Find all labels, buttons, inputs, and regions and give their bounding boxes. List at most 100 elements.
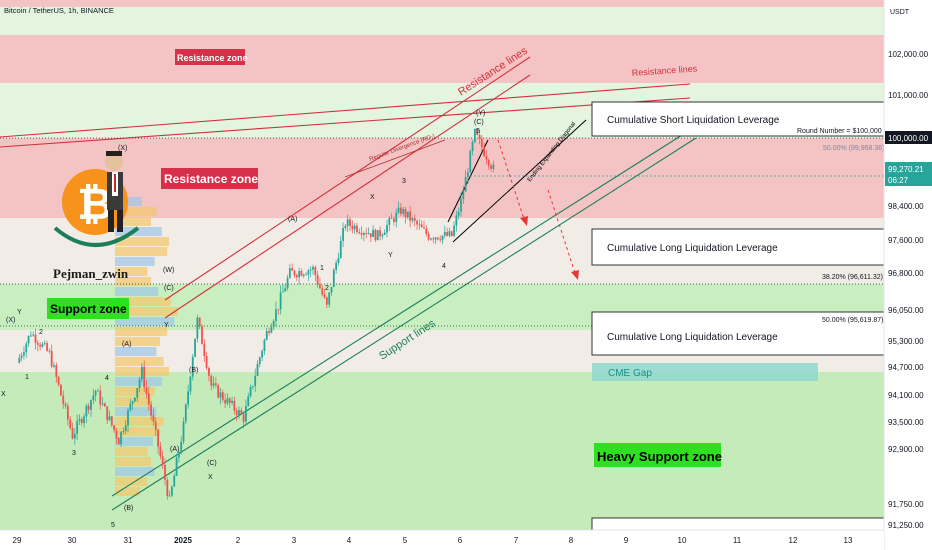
wave-label: 4: [442, 263, 446, 270]
volume-profile-bar: [115, 257, 155, 266]
candle-body: [418, 224, 421, 226]
candle-body: [191, 356, 194, 377]
fib-label-3: 50.00% (95,619.87): [822, 317, 884, 324]
candle-body: [284, 288, 287, 292]
candle-body: [224, 399, 227, 404]
candle-body: [127, 410, 129, 426]
candle-body: [87, 405, 90, 410]
candle-body: [180, 441, 183, 452]
cme-gap-label: CME Gap: [608, 368, 652, 379]
candle-body: [210, 375, 213, 386]
wave-labels: Y 2 4 1 X 3 5 (A) (B) (A) (B) (C) (C) X …: [1, 110, 485, 529]
volume-profile-bar: [115, 387, 155, 396]
candle-body: [254, 375, 257, 386]
candle-body: [328, 292, 331, 305]
candle-body: [425, 228, 428, 234]
candle-body: [124, 425, 127, 432]
candle-body: [150, 404, 153, 416]
candle-body: [18, 357, 21, 363]
candle-body: [73, 433, 76, 439]
candle-body: [390, 218, 393, 219]
candle-body: [469, 151, 472, 173]
price-axis-bg: [884, 0, 932, 550]
candle-body: [344, 225, 347, 228]
volume-profile-bar: [115, 457, 151, 466]
candle-body: [187, 391, 190, 405]
volume-profile-bar: [115, 197, 142, 206]
countdown-value: 06:27: [888, 176, 909, 185]
resistance-small-label-bg: [175, 49, 245, 65]
green-swoosh: [53, 226, 140, 247]
long-liquidation-label-1: Cumulative Long Liquidation Leverage: [607, 243, 778, 254]
candle-body: [34, 334, 37, 343]
candle-body: [85, 405, 88, 417]
wave-label: 5: [111, 522, 115, 529]
wave-label: 2: [39, 329, 43, 336]
wave-label: 3: [72, 450, 76, 457]
candle-body: [399, 207, 402, 214]
time-tick: 12: [789, 536, 798, 545]
candle-body: [39, 344, 42, 347]
candle-body: [277, 309, 280, 311]
wave-label: (A): [288, 216, 297, 223]
candle-body: [487, 159, 490, 166]
candle-body: [321, 288, 324, 295]
candle-body: [436, 237, 439, 240]
candle-body: [159, 446, 162, 457]
volume-profile-bar: [115, 267, 148, 276]
volume-profile-bar: [115, 347, 157, 356]
candle-body: [358, 232, 361, 233]
wave-label: 1: [25, 374, 29, 381]
candle-body: [201, 326, 203, 345]
volume-profile-bar: [115, 477, 148, 486]
candle-body: [219, 392, 222, 398]
candle-body: [182, 421, 185, 442]
candle-body: [430, 238, 432, 240]
candle-body: [108, 416, 111, 421]
candle-body: [134, 397, 136, 402]
wave-label: (C): [164, 285, 174, 292]
candle-body: [286, 277, 289, 289]
candle-body: [423, 227, 425, 229]
round-number-label: Round Number = $100,000: [797, 128, 882, 135]
candle-body: [122, 431, 125, 432]
candle-body: [258, 357, 261, 364]
candle-body: [360, 232, 363, 235]
candle-body: [233, 400, 236, 411]
price-tick: 93,500.00: [888, 418, 924, 427]
candle-body: [117, 438, 120, 445]
candle-body: [175, 457, 178, 476]
time-ticks: 29 30 31 2025 2 3 4 5 6 7 8 9 10 11 12 1…: [13, 536, 853, 545]
candle-body: [238, 410, 240, 416]
candle-body: [279, 292, 282, 310]
time-tick: 6: [458, 536, 463, 545]
candle-body: [106, 406, 109, 421]
candle-body: [152, 415, 155, 422]
candle-body: [76, 421, 79, 434]
candle-body: [381, 234, 384, 237]
volume-profile-bar: [115, 447, 148, 456]
candle-body: [490, 165, 492, 169]
candle-body: [388, 218, 391, 225]
candle-body: [476, 129, 479, 135]
candle-body: [41, 343, 44, 347]
wave-label: (W): [163, 267, 174, 274]
heavy-support-label: Heavy Support zone: [597, 449, 722, 464]
candle-body: [50, 350, 53, 367]
price-ticks: 102,000.00 101,000.00 98,400.00 97,600.0…: [888, 50, 929, 530]
volume-profile: [115, 197, 178, 496]
price-tick: 97,600.00: [888, 236, 924, 245]
wave-label: 4: [105, 375, 109, 382]
volume-profile-bar: [115, 427, 160, 436]
candle-body: [256, 363, 259, 376]
candle-body: [432, 238, 435, 240]
price-tick: 94,100.00: [888, 391, 924, 400]
currency-label: USDT: [890, 9, 910, 16]
candle-body: [298, 271, 301, 278]
author-name: Pejman_zwin: [53, 266, 129, 281]
candle-body: [337, 258, 340, 263]
volume-profile-bar: [115, 237, 169, 246]
candle-body: [20, 355, 23, 358]
volume-profile-bar: [115, 287, 159, 296]
